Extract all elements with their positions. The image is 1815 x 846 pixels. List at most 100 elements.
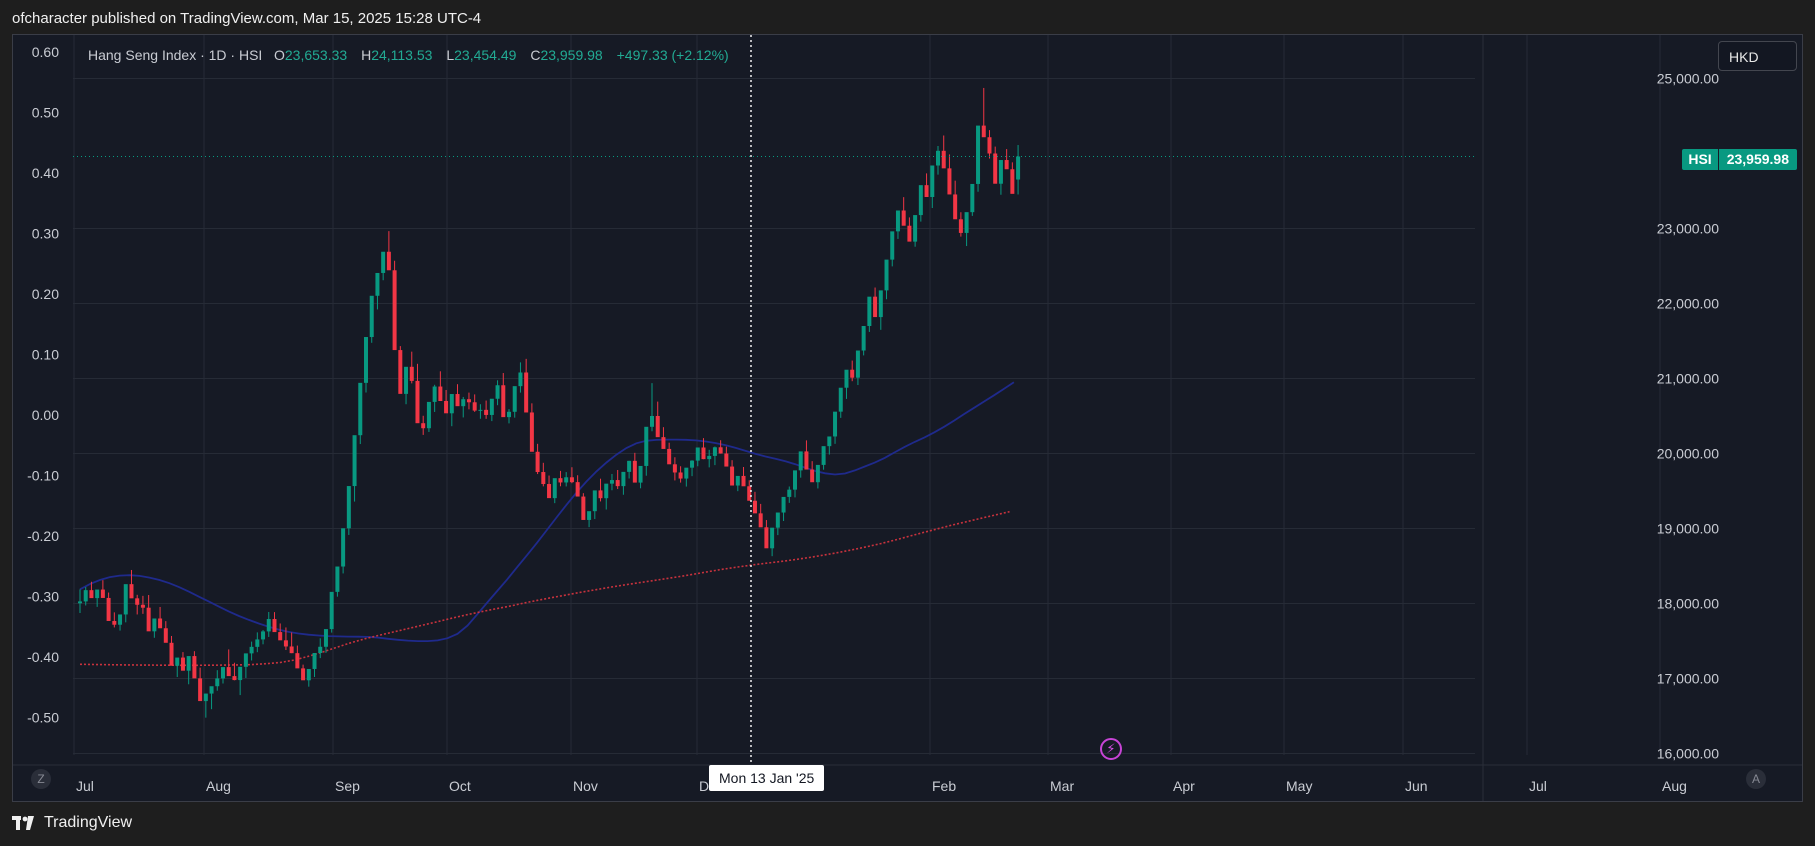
- candle-body: [106, 597, 111, 621]
- candle: [621, 471, 626, 495]
- scale-z-button[interactable]: Z: [31, 769, 51, 789]
- candle: [364, 337, 368, 393]
- candle: [100, 580, 105, 598]
- candle-body: [392, 270, 397, 351]
- candle: [672, 457, 677, 481]
- candle: [998, 160, 1003, 195]
- chart-pane[interactable]: 25,000.00 23,000.00 22,000.00 21,000.00 20,0…: [12, 34, 1803, 802]
- right-axis-tick-label: 23,000.00: [1657, 221, 1719, 237]
- candle-body: [907, 225, 912, 242]
- ohlc-legend: Hang Seng Index · 1D · HSI O23,653.33 H2…: [88, 47, 729, 63]
- candle-body: [123, 584, 128, 615]
- candle: [598, 478, 603, 502]
- footer-brand[interactable]: TradingView: [12, 814, 132, 832]
- legend-title: Hang Seng Index · 1D · HSI: [88, 47, 263, 63]
- candle-body: [632, 460, 637, 483]
- candle: [924, 173, 929, 197]
- candle: [930, 165, 935, 209]
- candle-body: [547, 484, 552, 499]
- candle: [953, 180, 958, 220]
- candle: [444, 389, 449, 414]
- candle-body: [375, 272, 380, 296]
- legend-change: +497.33 (+2.12%): [616, 47, 729, 63]
- candle: [609, 473, 614, 491]
- candle-body: [558, 478, 563, 483]
- candle: [970, 183, 975, 216]
- candle: [615, 470, 620, 490]
- candle: [775, 512, 780, 536]
- candle-body: [964, 212, 969, 233]
- candle-body: [203, 693, 208, 702]
- candle-body: [335, 566, 340, 592]
- candle-body: [283, 640, 288, 647]
- candle: [438, 371, 443, 401]
- candle: [592, 490, 597, 520]
- ma-blue-line: [79, 381, 1015, 642]
- candle-body: [621, 471, 626, 487]
- candle: [512, 386, 517, 418]
- candle: [198, 667, 203, 702]
- candle-body: [770, 527, 775, 549]
- candle: [466, 392, 471, 410]
- candle-body: [78, 601, 82, 604]
- candle: [381, 251, 386, 281]
- candle-body: [735, 475, 740, 486]
- candle-body: [466, 399, 471, 403]
- candle: [404, 366, 409, 405]
- candle-body: [655, 416, 660, 438]
- candle: [770, 527, 775, 557]
- candle-body: [913, 215, 918, 242]
- candle: [375, 272, 380, 310]
- auto-scale-button[interactable]: A: [1746, 769, 1766, 789]
- candle-body: [135, 598, 140, 605]
- candle: [95, 589, 100, 607]
- candle-body: [604, 483, 609, 499]
- candle: [118, 614, 123, 631]
- x-axis-tick-label: Nov: [573, 778, 598, 794]
- candle: [421, 415, 426, 435]
- right-axis-tick-label: 18,000.00: [1657, 596, 1719, 612]
- left-axis-tick-label: 0.30: [32, 226, 59, 242]
- x-axis-tick-label: Mar: [1050, 778, 1074, 794]
- candle: [341, 528, 346, 574]
- x-axis-tick-label: Aug: [1662, 778, 1687, 794]
- candle: [855, 350, 860, 386]
- candle-body: [386, 251, 391, 271]
- candle-body: [1010, 169, 1015, 194]
- candle: [850, 360, 855, 382]
- candle-body: [993, 153, 998, 184]
- candle: [358, 382, 363, 445]
- candle-body: [306, 668, 311, 681]
- candle-body: [180, 657, 185, 671]
- candle: [730, 460, 735, 486]
- candle-body: [1016, 156, 1021, 180]
- candle: [890, 231, 895, 267]
- candle: [289, 632, 294, 654]
- candle-body: [575, 482, 580, 497]
- candle: [564, 472, 569, 487]
- candle-body: [226, 667, 231, 677]
- x-axis-tick-label: Jul: [1529, 778, 1547, 794]
- lightning-icon[interactable]: ⚡: [1100, 738, 1122, 760]
- candle: [484, 400, 489, 419]
- candle: [690, 460, 695, 477]
- crosshair-date-label: Mon 13 Jan '25: [709, 765, 825, 791]
- candle-body: [941, 150, 946, 169]
- candle: [261, 630, 266, 645]
- left-axis-tick-label: -0.40: [27, 649, 59, 665]
- candle: [283, 627, 288, 650]
- candle: [981, 87, 986, 138]
- currency-button[interactable]: HKD: [1718, 41, 1797, 71]
- candle: [701, 438, 706, 460]
- price-chart[interactable]: 25,000.00 23,000.00 22,000.00 21,000.00 20,0…: [13, 35, 1802, 801]
- candle: [301, 664, 306, 681]
- price-badge-symbol: HSI: [1682, 149, 1718, 170]
- candle-body: [850, 369, 855, 378]
- candle: [678, 466, 683, 483]
- candle-body: [238, 666, 243, 681]
- candle: [575, 475, 580, 497]
- candle-body: [987, 137, 992, 154]
- left-axis-tick-label: -0.50: [27, 710, 59, 726]
- candle-body: [581, 496, 586, 520]
- candle: [186, 656, 191, 685]
